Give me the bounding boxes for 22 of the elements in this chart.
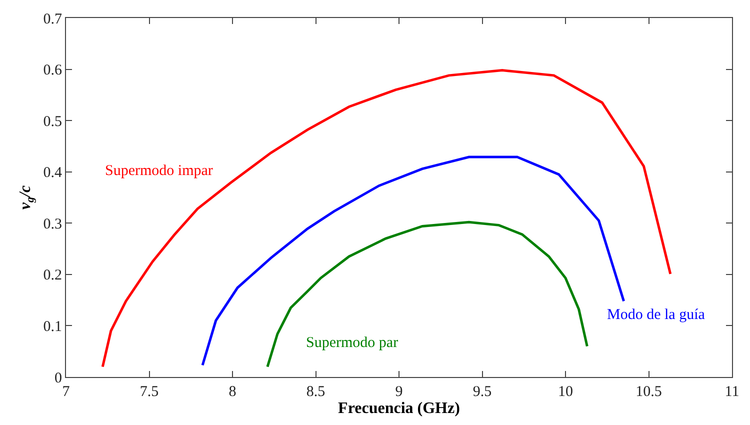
series-label: Supermodo par xyxy=(306,335,398,351)
x-tick-label: 8 xyxy=(228,384,236,400)
line-series xyxy=(266,220,588,368)
y-tick-label: 0.3 xyxy=(43,216,62,232)
x-tick-label: 7.5 xyxy=(140,384,159,400)
y-tick-label: 0.1 xyxy=(43,318,62,335)
y-tick-label: 0.5 xyxy=(43,114,62,130)
x-tick-label: 11 xyxy=(724,384,740,400)
x-tick-label: 10.5 xyxy=(636,384,662,400)
series-label: Supermodo impar xyxy=(105,163,213,179)
x-tick-label: 9.5 xyxy=(472,384,492,400)
y-tick-label: 0.2 xyxy=(43,268,62,284)
y-tick-label: 0.4 xyxy=(43,165,62,182)
x-tick-label: 9 xyxy=(395,384,403,400)
y-tick-label: 0 xyxy=(54,370,62,386)
series-label: Modo de la guía xyxy=(607,307,706,323)
x-tick-label: 8.5 xyxy=(306,384,326,400)
x-tick-label: 10 xyxy=(558,384,573,400)
x-axis-title: Frecuencia (GHz) xyxy=(338,400,460,417)
y-tick-label: 0.7 xyxy=(43,11,62,28)
y-tick-label: 0.6 xyxy=(43,62,62,79)
x-tick-label: 7 xyxy=(62,384,70,400)
